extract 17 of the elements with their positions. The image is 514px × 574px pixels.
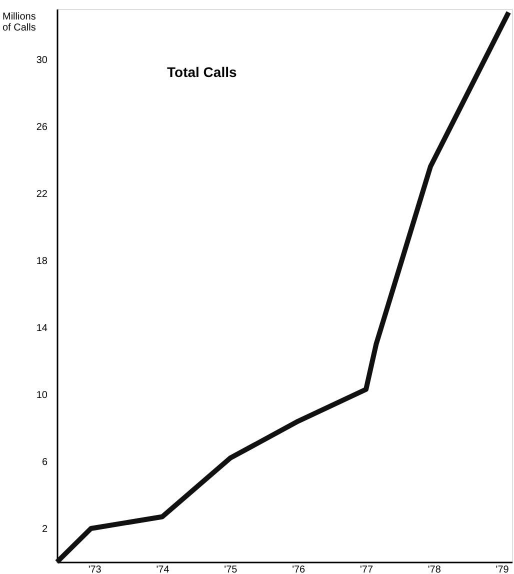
x-tick-label: '76 bbox=[292, 564, 306, 574]
y-tick-label: 10 bbox=[36, 390, 48, 401]
x-tick-label: '78 bbox=[428, 564, 442, 574]
x-tick-label: '74 bbox=[156, 564, 170, 574]
y-tick-label: 14 bbox=[36, 322, 48, 334]
x-tick-label: '75 bbox=[224, 564, 238, 574]
y-tick-label: 30 bbox=[36, 54, 48, 66]
text: Total Calls bbox=[167, 64, 237, 80]
x-tick-label: '73 bbox=[88, 564, 102, 574]
x-tick-label: '79 bbox=[496, 564, 510, 574]
y-axis-title: Millions of Calls bbox=[2, 12, 36, 34]
x-tick-label: '77 bbox=[360, 564, 374, 574]
y-tick-label: 26 bbox=[36, 122, 48, 133]
y-tick-label: 22 bbox=[36, 188, 48, 200]
y-tick-label: 2 bbox=[42, 524, 48, 535]
y-tick-label: 6 bbox=[42, 456, 48, 468]
y-tick-label: 18 bbox=[36, 256, 48, 267]
